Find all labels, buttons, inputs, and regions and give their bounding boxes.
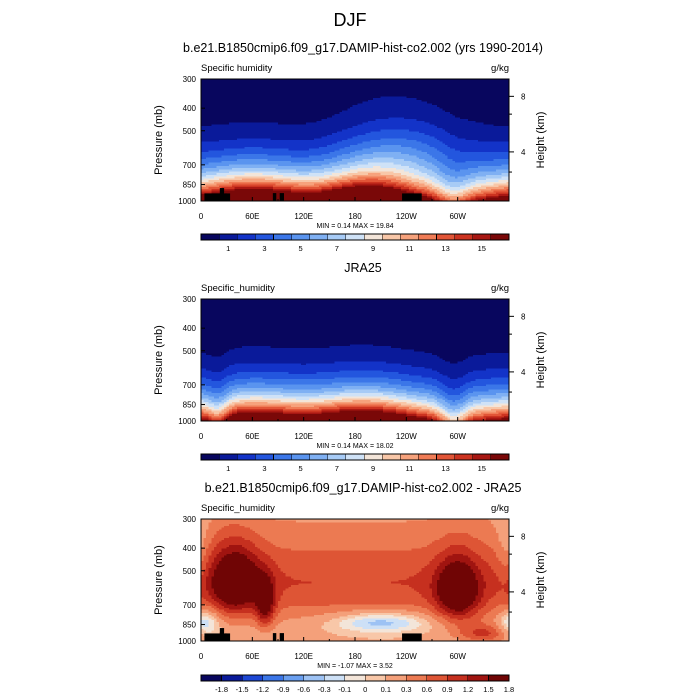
variable-label: Specific humidity	[201, 63, 273, 74]
heatmap-cells	[201, 79, 509, 201]
panel-title: b.e21.B1850cmip6.f09_g17.DAMIP-hist-co2.…	[183, 41, 543, 55]
units-label: g/kg	[491, 63, 509, 74]
